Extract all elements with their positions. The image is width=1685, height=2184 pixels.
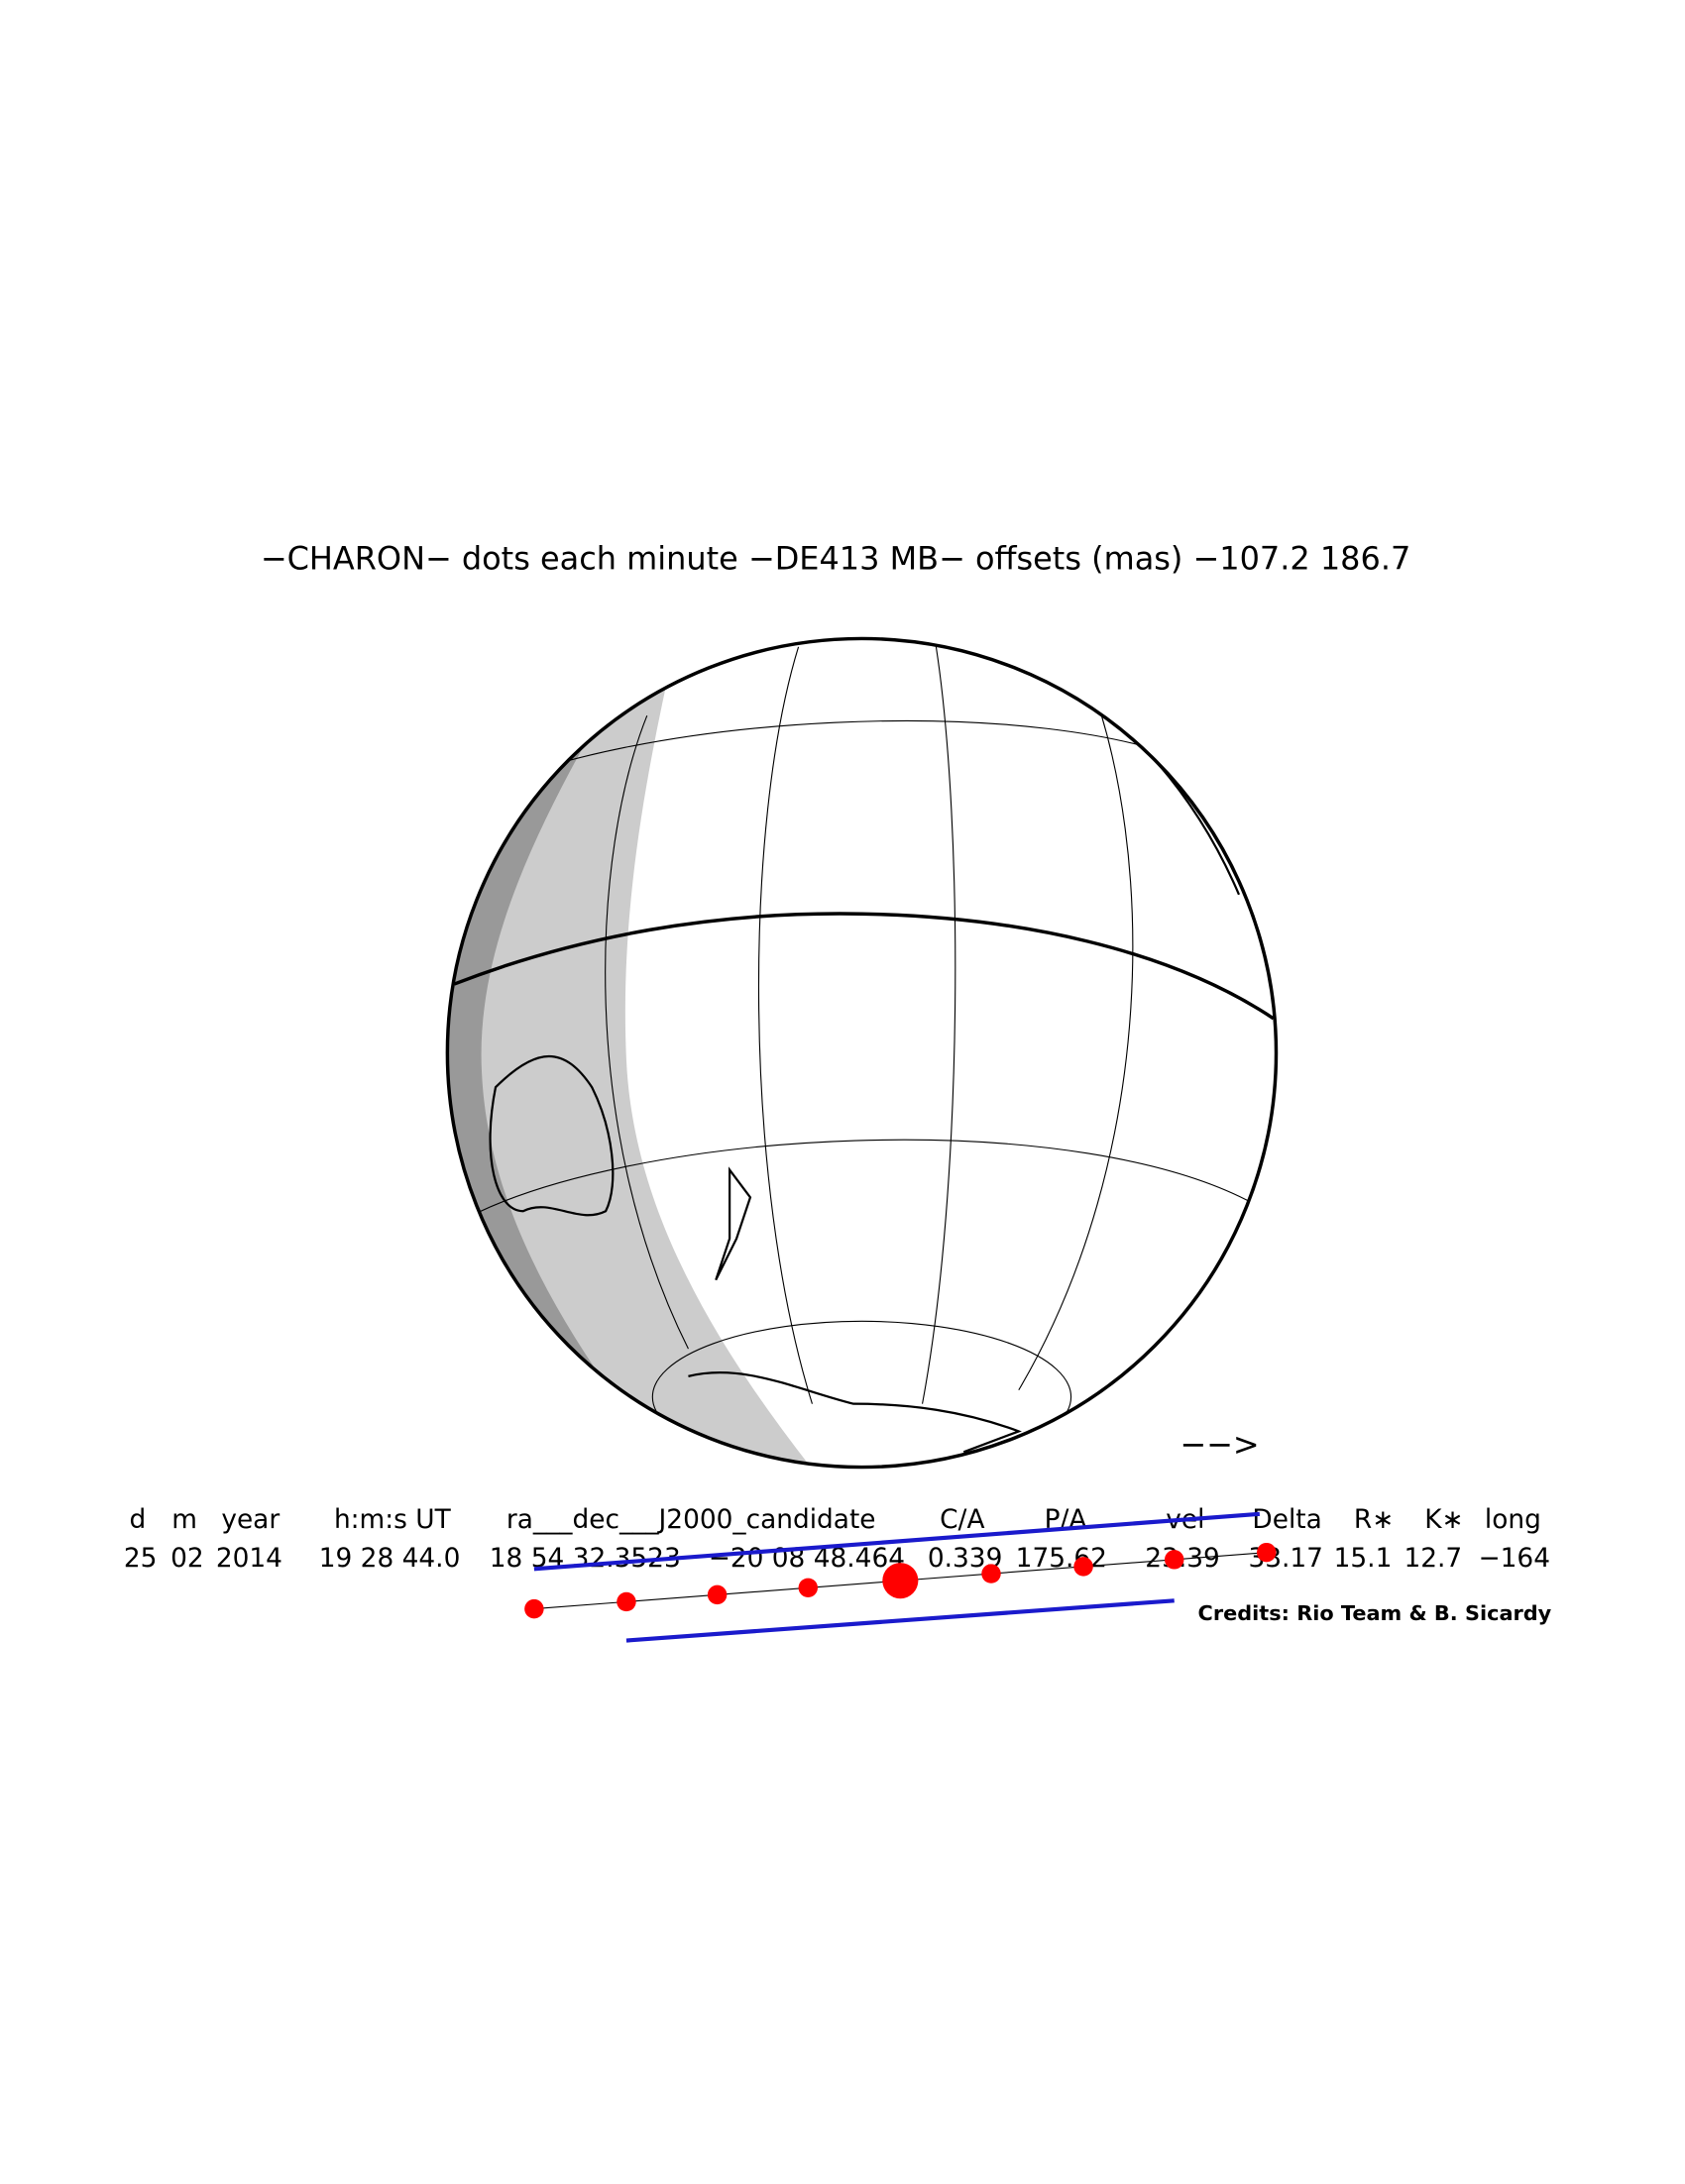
title: −CHARON− dots each minute −DE413 MB− off…: [261, 539, 1410, 577]
header-cell: C/A: [940, 1505, 984, 1535]
header-cell: ra___dec___J2000_candidate: [506, 1505, 876, 1535]
minute-dot: [617, 1591, 636, 1612]
data-table: d m year h:m:s UT ra___dec___J2000_candidate…: [124, 1505, 1550, 1574]
header-cell: K∗: [1424, 1505, 1463, 1535]
header-cell: h:m:s UT: [334, 1505, 452, 1535]
value-cell: 175.62: [1016, 1544, 1107, 1574]
minute-dot: [981, 1564, 1001, 1583]
header-cell: m: [171, 1505, 197, 1535]
header-cell: d: [130, 1505, 147, 1535]
minute-dot: [524, 1598, 544, 1619]
value-cell: 15.1: [1334, 1544, 1393, 1574]
header-cell: year: [221, 1505, 280, 1535]
credits: Credits: Rio Team & B. Sicardy: [1198, 1601, 1552, 1625]
value-cell: 02: [170, 1544, 204, 1574]
value-cell: 19 28 44.0: [319, 1544, 461, 1574]
header-cell: long: [1485, 1505, 1541, 1535]
equator: [453, 912, 1275, 1021]
shadow-path: [524, 1511, 1277, 1643]
value-cell: 2014: [216, 1544, 282, 1574]
minute-dot: [1073, 1557, 1093, 1577]
value-cell: −164: [1479, 1544, 1550, 1574]
direction-arrow: −−>: [1180, 1426, 1259, 1464]
value-cell: 25: [124, 1544, 158, 1574]
minute-dot: [798, 1578, 818, 1598]
header-cell: R∗: [1354, 1505, 1394, 1535]
shadow-limit: [625, 1598, 1175, 1643]
shadow-limit: [533, 1511, 1260, 1572]
minute-dot: [1257, 1542, 1277, 1563]
globe: [445, 636, 1279, 1470]
header-cell: Delta: [1252, 1505, 1321, 1535]
value-cell: 12.7: [1404, 1544, 1462, 1574]
minute-dot: [707, 1584, 728, 1605]
minute-dot: [882, 1563, 919, 1599]
minute-dot: [1165, 1550, 1184, 1570]
